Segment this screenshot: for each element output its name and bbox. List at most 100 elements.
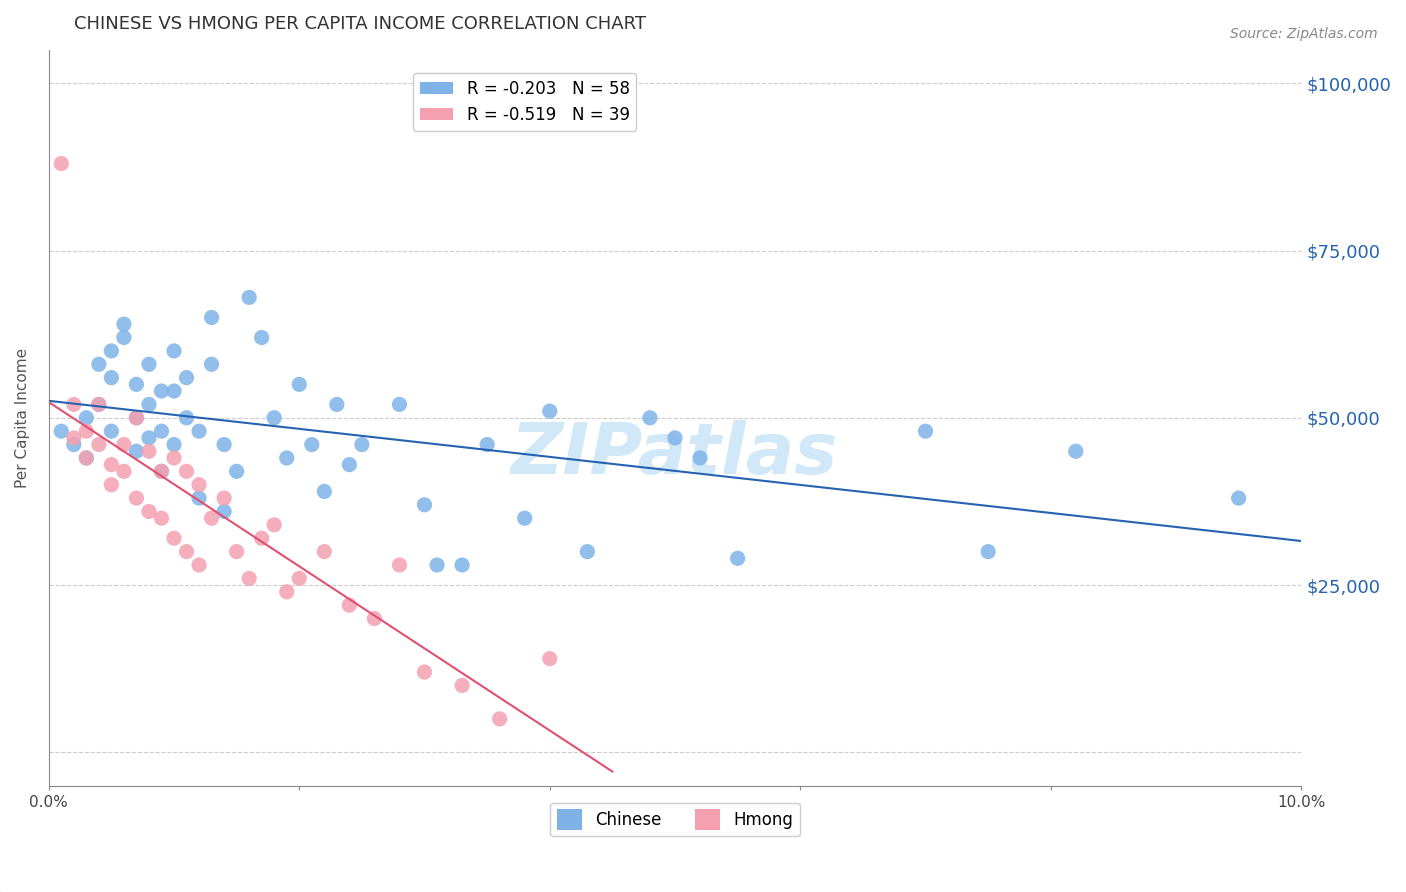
Point <box>314 484 336 499</box>
Point <box>51 156 73 170</box>
Point <box>75 450 97 465</box>
Point <box>100 370 122 384</box>
Point <box>225 464 247 478</box>
Point <box>163 531 186 545</box>
Point <box>125 410 148 425</box>
Text: ZIPatlas: ZIPatlas <box>512 420 839 489</box>
Point <box>125 491 148 505</box>
Point <box>138 504 160 518</box>
Point <box>150 464 173 478</box>
Point <box>100 424 122 438</box>
Point <box>62 397 84 411</box>
Point <box>188 424 211 438</box>
Point <box>388 558 411 572</box>
Point <box>75 410 97 425</box>
Point <box>238 290 260 304</box>
Point <box>176 464 198 478</box>
Point <box>576 544 599 558</box>
Point <box>238 571 260 585</box>
Point <box>188 558 211 572</box>
Text: Source: ZipAtlas.com: Source: ZipAtlas.com <box>1230 27 1378 41</box>
Point <box>488 712 510 726</box>
Point <box>51 424 73 438</box>
Point <box>62 431 84 445</box>
Point <box>125 377 148 392</box>
Point <box>163 343 186 358</box>
Point <box>413 498 436 512</box>
Point <box>212 504 235 518</box>
Point <box>176 410 198 425</box>
Point <box>87 357 110 371</box>
Point <box>87 397 110 411</box>
Point <box>363 611 385 625</box>
Point <box>538 404 561 418</box>
Point <box>176 370 198 384</box>
Point <box>337 458 360 472</box>
Point <box>112 317 135 331</box>
Point <box>263 517 285 532</box>
Point <box>138 397 160 411</box>
Point <box>150 464 173 478</box>
Point <box>200 357 222 371</box>
Point <box>188 477 211 491</box>
Point <box>212 437 235 451</box>
Point <box>276 450 298 465</box>
Point <box>451 678 474 692</box>
Point <box>664 431 686 445</box>
Point <box>314 544 336 558</box>
Point <box>1064 444 1087 458</box>
Point <box>200 310 222 325</box>
Point <box>475 437 498 451</box>
Point <box>100 477 122 491</box>
Point <box>62 437 84 451</box>
Point <box>112 464 135 478</box>
Point <box>150 384 173 398</box>
Point <box>388 397 411 411</box>
Point <box>263 410 285 425</box>
Point <box>727 551 749 566</box>
Point <box>288 377 311 392</box>
Point <box>212 491 235 505</box>
Y-axis label: Per Capita Income: Per Capita Income <box>15 348 30 488</box>
Point <box>188 491 211 505</box>
Point <box>112 330 135 344</box>
Point <box>150 424 173 438</box>
Point <box>176 544 198 558</box>
Point <box>977 544 1000 558</box>
Point <box>513 511 536 525</box>
Point <box>914 424 936 438</box>
Point <box>125 444 148 458</box>
Point <box>150 511 173 525</box>
Point <box>638 410 661 425</box>
Point <box>451 558 474 572</box>
Point <box>288 571 311 585</box>
Point <box>326 397 349 411</box>
Point <box>413 665 436 679</box>
Point <box>250 531 273 545</box>
Point <box>276 584 298 599</box>
Point <box>87 397 110 411</box>
Point <box>75 450 97 465</box>
Point <box>301 437 323 451</box>
Point <box>163 450 186 465</box>
Point <box>538 651 561 665</box>
Point <box>200 511 222 525</box>
Point <box>1227 491 1250 505</box>
Point <box>138 431 160 445</box>
Point <box>225 544 247 558</box>
Point <box>100 343 122 358</box>
Point <box>337 598 360 612</box>
Point <box>250 330 273 344</box>
Point <box>138 357 160 371</box>
Point <box>125 410 148 425</box>
Point <box>75 424 97 438</box>
Legend: Chinese, Hmong: Chinese, Hmong <box>550 803 800 837</box>
Point <box>163 384 186 398</box>
Point <box>689 450 711 465</box>
Point <box>138 444 160 458</box>
Point <box>87 437 110 451</box>
Point <box>163 437 186 451</box>
Point <box>350 437 373 451</box>
Point <box>112 437 135 451</box>
Text: CHINESE VS HMONG PER CAPITA INCOME CORRELATION CHART: CHINESE VS HMONG PER CAPITA INCOME CORRE… <box>73 15 645 33</box>
